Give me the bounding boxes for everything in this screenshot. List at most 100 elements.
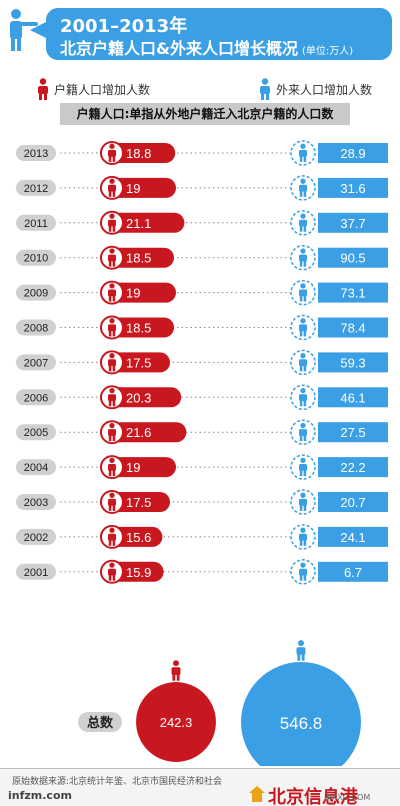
wailai-value-label: 20.7 bbox=[340, 495, 365, 510]
wailai-bar bbox=[318, 526, 388, 547]
wailai-value-label: 27.5 bbox=[340, 425, 365, 440]
year-label: 2009 bbox=[24, 288, 48, 300]
brand-domain: BJXXG.COM bbox=[324, 793, 371, 802]
year-label: 2008 bbox=[24, 323, 48, 335]
wailai-value-label: 59.3 bbox=[340, 355, 365, 370]
wailai-total-circle bbox=[241, 662, 361, 766]
huji-value-label: 15.6 bbox=[126, 530, 151, 545]
year-label: 2006 bbox=[24, 392, 48, 404]
year-label: 2003 bbox=[24, 497, 48, 509]
wailai-person-icon bbox=[299, 387, 307, 407]
page-title: 2001–2013年 bbox=[60, 16, 188, 37]
year-pill bbox=[16, 179, 56, 196]
page-subtitle: 北京户籍人口&外来人口增长概况 (单位:万人) bbox=[60, 35, 353, 59]
year-pill bbox=[16, 528, 56, 545]
wailai-value-label: 31.6 bbox=[340, 181, 365, 196]
huji-total-person-icon bbox=[171, 660, 181, 681]
huji-person-icon bbox=[108, 318, 116, 337]
huji-person-icon bbox=[108, 283, 116, 302]
year-pill bbox=[16, 459, 56, 476]
wailai-person-icon bbox=[299, 353, 307, 372]
wailai-bar bbox=[318, 457, 388, 478]
wailai-person-icon bbox=[299, 283, 307, 302]
huji-person-icon bbox=[108, 527, 116, 546]
wailai-bar bbox=[318, 387, 388, 408]
year-pill bbox=[16, 563, 56, 580]
huji-total-value: 242.3 bbox=[160, 715, 193, 730]
year-label: 2010 bbox=[24, 253, 48, 265]
total-pill bbox=[78, 712, 122, 732]
definition-note: 户籍人口:单指从外地户籍迁入北京户籍的人口数 bbox=[60, 103, 350, 125]
wailai-person-icon bbox=[299, 527, 307, 546]
wailai-value-label: 24.1 bbox=[340, 530, 365, 545]
wailai-person-icon bbox=[299, 248, 307, 267]
wailai-value-label: 73.1 bbox=[340, 286, 365, 301]
year-label: 2011 bbox=[24, 218, 48, 230]
header-pointer bbox=[30, 22, 46, 38]
wailai-value-label: 46.1 bbox=[340, 390, 365, 405]
legend-huji-label: 户籍人口增加人数 bbox=[54, 82, 151, 97]
huji-person-icon bbox=[108, 178, 116, 197]
brand-name: 北京信息港 bbox=[268, 787, 358, 806]
year-label: 2002 bbox=[24, 532, 48, 544]
wailai-bar bbox=[318, 212, 388, 233]
wailai-person-icon bbox=[299, 457, 307, 476]
year-pill bbox=[16, 424, 56, 441]
huji-value-label: 15.9 bbox=[126, 565, 151, 580]
wailai-value-label: 6.7 bbox=[344, 565, 362, 580]
wailai-person-icon bbox=[299, 143, 307, 162]
huji-value-label: 17.5 bbox=[126, 355, 151, 370]
wailai-value-label: 37.7 bbox=[340, 216, 365, 231]
huji-total-circle bbox=[136, 682, 216, 762]
unit-label: (单位:万人) bbox=[301, 46, 354, 57]
huji-value-label: 20.3 bbox=[126, 390, 151, 405]
wailai-person-icon bbox=[299, 318, 307, 337]
subtitle-text: 北京户籍人口&外来人口增长概况 bbox=[60, 39, 298, 58]
huji-value-label: 18.8 bbox=[126, 146, 151, 161]
huji-value-label: 21.6 bbox=[126, 425, 151, 440]
huji-person-icon bbox=[108, 353, 116, 372]
wailai-bar bbox=[318, 492, 388, 512]
huji-value-label: 18.5 bbox=[126, 251, 151, 266]
wailai-bar bbox=[318, 282, 388, 303]
huji-value-label: 21.1 bbox=[126, 216, 151, 231]
wailai-bar bbox=[318, 177, 388, 198]
huji-person-icon bbox=[108, 492, 116, 511]
wailai-bar bbox=[318, 317, 388, 338]
huji-person-icon bbox=[108, 248, 116, 267]
wailai-bar bbox=[318, 247, 388, 268]
wailai-value-label: 28.9 bbox=[340, 146, 365, 161]
wailai-total-value: 546.8 bbox=[280, 714, 323, 733]
huji-value-label: 17.5 bbox=[126, 495, 151, 510]
wailai-person-icon bbox=[299, 562, 307, 581]
wailai-value-label: 90.5 bbox=[340, 251, 365, 266]
footer: 原始数据来源:北京统计年鉴、北京市国民经济和社会 infzm.com 北京信息港… bbox=[0, 768, 400, 806]
header-banner: 2001–2013年 北京户籍人口&外来人口增长概况 (单位:万人) bbox=[46, 8, 392, 60]
legend-huji: 户籍人口增加人数 bbox=[36, 78, 150, 100]
huji-person-icon bbox=[108, 457, 116, 476]
wailai-bar bbox=[318, 422, 388, 443]
huji-person-icon bbox=[108, 422, 116, 442]
huji-person-icon bbox=[108, 213, 116, 232]
total-label: 总数 bbox=[87, 715, 114, 731]
huji-value-label: 19 bbox=[126, 460, 140, 475]
legend-wailai-label: 外来人口增加人数 bbox=[276, 82, 373, 97]
year-label: 2001 bbox=[24, 567, 48, 579]
huji-person-icon bbox=[108, 143, 116, 162]
source-text: 原始数据来源:北京统计年鉴、北京市国民经济和社会 bbox=[12, 777, 223, 787]
year-pill bbox=[16, 354, 56, 371]
year-pill bbox=[16, 319, 56, 336]
year-pill bbox=[16, 145, 56, 161]
wailai-bar bbox=[318, 561, 388, 582]
wailai-bar bbox=[318, 143, 388, 163]
year-pill bbox=[16, 494, 56, 510]
year-label: 2012 bbox=[24, 183, 48, 195]
wailai-bar bbox=[318, 352, 388, 373]
year-label: 2005 bbox=[24, 427, 48, 439]
wailai-total-person-icon bbox=[296, 640, 306, 661]
year-label: 2004 bbox=[24, 462, 48, 474]
huji-value-label: 18.5 bbox=[126, 321, 151, 336]
year-label: 2007 bbox=[24, 357, 48, 369]
year-pill bbox=[16, 389, 56, 406]
year-label: 2013 bbox=[24, 148, 48, 160]
